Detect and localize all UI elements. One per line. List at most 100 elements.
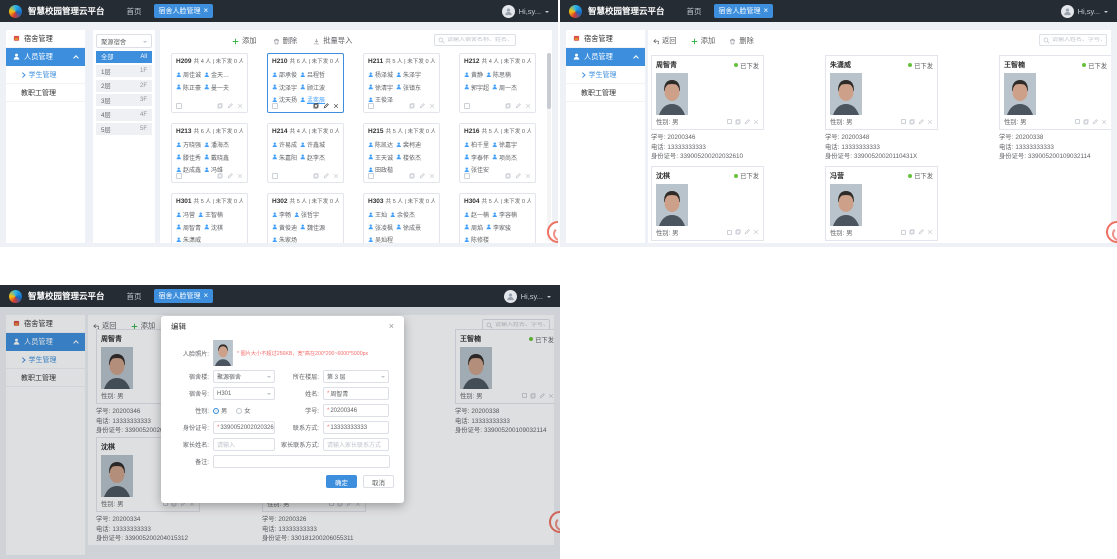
member-item[interactable]: 田政楷 bbox=[368, 165, 393, 174]
sidebar-item-person-mgmt[interactable]: 人员管理 bbox=[6, 48, 85, 66]
member-item[interactable]: 裴柯迪 bbox=[396, 140, 421, 149]
room-checkbox[interactable] bbox=[368, 103, 374, 109]
id-no-field[interactable]: * 339005200202032610 bbox=[213, 421, 275, 434]
edit-icon[interactable] bbox=[918, 229, 924, 235]
member-item[interactable]: 邵承俊 bbox=[272, 70, 297, 79]
remove-icon[interactable] bbox=[525, 103, 531, 109]
room-checkbox[interactable] bbox=[464, 173, 470, 179]
member-item[interactable]: 张哲宇 bbox=[294, 210, 319, 219]
member-item[interactable]: 余俊杰 bbox=[390, 210, 415, 219]
member-item[interactable]: 朱家炀 bbox=[272, 235, 297, 243]
confirm-button[interactable]: 确定 bbox=[326, 475, 357, 488]
member-item[interactable]: 朱泽宇 bbox=[396, 70, 421, 79]
send-icon[interactable] bbox=[409, 173, 415, 179]
person-checkbox[interactable] bbox=[522, 393, 527, 398]
member-item[interactable]: 徐成熹 bbox=[396, 223, 421, 232]
send-icon[interactable] bbox=[217, 173, 223, 179]
tab-dorm-face[interactable]: 宿舍人脸管理 × bbox=[713, 4, 774, 18]
floor-item[interactable]: 5层 5F bbox=[96, 123, 152, 135]
remark-field[interactable] bbox=[213, 455, 390, 468]
back-button[interactable]: 返回 bbox=[92, 321, 117, 331]
float-widget-button[interactable] bbox=[547, 221, 558, 243]
remove-icon[interactable] bbox=[927, 119, 933, 125]
member-item[interactable]: 沈天扬 bbox=[272, 95, 297, 104]
edit-icon[interactable] bbox=[539, 392, 545, 399]
room-card[interactable]: H210 共 6 人 | 未下发 0 人 邵承俊 bbox=[267, 53, 344, 113]
member-item[interactable]: 王智楠 bbox=[198, 210, 223, 219]
floor-item[interactable]: 2层 2F bbox=[96, 79, 152, 92]
member-item[interactable]: 陈思楠 bbox=[486, 70, 511, 79]
add-button[interactable]: 添加 bbox=[131, 321, 155, 331]
person-card[interactable]: 沈棋 已下发 bbox=[651, 165, 764, 244]
room-checkbox[interactable] bbox=[272, 173, 278, 179]
gender-radio-female[interactable]: 女 bbox=[236, 406, 250, 415]
member-item[interactable]: 戴晓鑫 bbox=[204, 153, 229, 162]
person-card[interactable]: 朱潇威 已下发 bbox=[825, 55, 938, 162]
person-card[interactable]: 冯营 已下发 bbox=[825, 165, 938, 244]
member-item[interactable]: 赵成鑫 bbox=[176, 165, 201, 174]
member-item[interactable]: 万晓强 bbox=[176, 140, 201, 149]
member-item[interactable]: 沈泽宇 bbox=[272, 83, 297, 92]
member-item[interactable]: 王灿 bbox=[368, 210, 387, 219]
room-card[interactable]: H216 共 5 人 | 未下发 0 人 柏千里 bbox=[459, 123, 536, 183]
name-field[interactable]: * 周智青 bbox=[323, 387, 389, 400]
user-menu[interactable]: Hi,sy... bbox=[503, 289, 551, 303]
room-card[interactable]: H301 共 5 人 | 未下发 0 人 冯营 bbox=[171, 193, 248, 243]
member-item[interactable]: 张镇东 bbox=[396, 83, 421, 92]
person-checkbox[interactable] bbox=[901, 119, 906, 124]
edit-icon[interactable] bbox=[515, 103, 521, 109]
room-card[interactable]: H213 共 6 人 | 未下发 0 人 万晓强 bbox=[171, 123, 248, 183]
member-item[interactable]: 顾江波 bbox=[300, 83, 325, 92]
member-item[interactable]: 王俊泽 bbox=[368, 95, 393, 104]
member-item[interactable]: 朱潇威 bbox=[176, 235, 201, 243]
room-checkbox[interactable] bbox=[368, 173, 374, 179]
send-icon[interactable] bbox=[735, 118, 741, 125]
member-item[interactable]: 滕佳秀 bbox=[176, 153, 201, 162]
room-card[interactable]: H214 共 4 人 | 未下发 0 人 许易成 bbox=[267, 123, 344, 183]
sidebar-item-student-mgmt[interactable]: 学生管理 bbox=[6, 351, 85, 369]
phone-field[interactable]: * 13333333333 bbox=[323, 421, 389, 434]
sidebar-item-dorm-mgmt[interactable]: 宿舍管理 bbox=[566, 30, 645, 48]
send-icon[interactable] bbox=[505, 103, 511, 109]
room-checkbox[interactable] bbox=[176, 103, 182, 109]
send-icon[interactable] bbox=[313, 173, 319, 179]
member-item[interactable]: 陈正豪 bbox=[176, 83, 201, 92]
send-icon[interactable] bbox=[505, 173, 511, 179]
building-select[interactable]: 聚源宿舍 bbox=[96, 34, 152, 48]
remove-icon[interactable] bbox=[753, 229, 759, 235]
edit-icon[interactable] bbox=[323, 103, 329, 109]
person-checkbox[interactable] bbox=[901, 229, 906, 235]
scrollbar-thumb[interactable] bbox=[547, 53, 551, 109]
back-button[interactable]: 返回 bbox=[652, 36, 677, 46]
user-menu[interactable]: Hi,sy... bbox=[501, 4, 549, 18]
send-icon[interactable] bbox=[1083, 118, 1089, 125]
sidebar-item-person-mgmt[interactable]: 人员管理 bbox=[6, 333, 85, 351]
parent-phone-field[interactable]: 请输入家长联系方式 bbox=[323, 438, 389, 451]
member-item[interactable]: 王天诚 bbox=[368, 153, 393, 162]
person-card[interactable]: 周智青 已下发 bbox=[651, 55, 764, 162]
tab-close-icon[interactable]: × bbox=[203, 6, 209, 15]
member-item[interactable]: 吕程哲 bbox=[300, 70, 325, 79]
gender-radio-male[interactable]: 男 bbox=[213, 406, 227, 415]
edit-icon[interactable] bbox=[419, 103, 425, 109]
member-item[interactable]: 赵李杰 bbox=[300, 153, 325, 162]
tab-close-icon[interactable]: × bbox=[763, 6, 769, 15]
face-photo-thumb[interactable] bbox=[213, 340, 233, 366]
member-item[interactable]: 陈修楼 bbox=[464, 235, 489, 243]
room-card[interactable]: H212 共 4 人 | 未下发 0 人 黄静 bbox=[459, 53, 536, 113]
send-icon[interactable] bbox=[530, 392, 536, 399]
room-checkbox[interactable] bbox=[464, 103, 470, 109]
member-item[interactable]: 黄俊迪 bbox=[272, 223, 297, 232]
member-item[interactable]: 许易成 bbox=[272, 140, 297, 149]
member-item[interactable]: 潘海杰 bbox=[204, 140, 229, 149]
cancel-button[interactable]: 取消 bbox=[363, 475, 394, 488]
edit-icon[interactable] bbox=[227, 103, 233, 109]
search-input[interactable] bbox=[1052, 37, 1103, 43]
nav-home-link[interactable]: 首页 bbox=[126, 6, 142, 16]
remove-icon[interactable] bbox=[333, 173, 339, 179]
building-select-field[interactable]: 聚源宿舍 bbox=[213, 370, 275, 383]
sidebar-item-dorm-mgmt[interactable]: 宿舍管理 bbox=[6, 315, 85, 333]
member-item[interactable]: 曼一夫 bbox=[204, 83, 229, 92]
sidebar-item-staff-mgmt[interactable]: 教职工管理 bbox=[6, 84, 85, 102]
person-card[interactable]: 王智楠 已下发 bbox=[455, 329, 554, 436]
